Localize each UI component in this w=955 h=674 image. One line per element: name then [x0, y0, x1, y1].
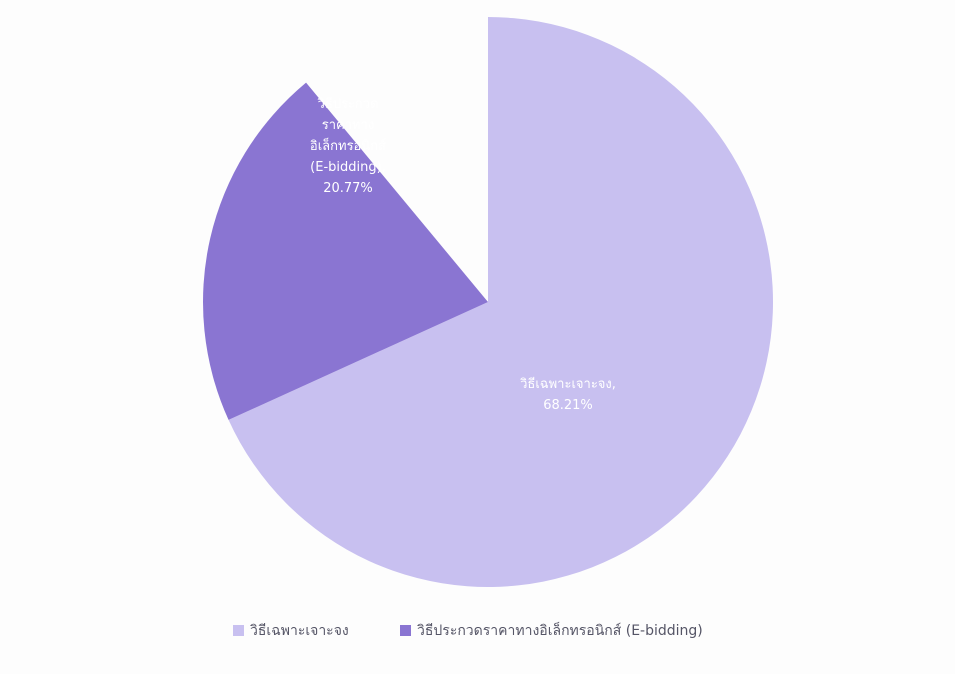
legend-swatch: [400, 625, 411, 636]
slice-label-line: ราคาทาง: [322, 118, 375, 133]
slice-label-line: วิธีประกวด: [317, 96, 379, 112]
slice-label-line: วิธีเฉพาะเจาะจง,: [519, 376, 616, 392]
legend-item-2: วิธีประกวดราคาทางอิเล็กทรอนิกส์ (E-biddi…: [400, 621, 703, 639]
slice-label-line: 68.21%: [543, 398, 593, 413]
legend-item-1: วิธีเฉพาะเจาะจง: [233, 623, 349, 639]
pie-slices: [203, 17, 773, 587]
legend-label: วิธีเฉพาะเจาะจง: [250, 623, 349, 639]
legend-swatch: [233, 625, 244, 636]
slice-label-line: (E-bidding),: [310, 160, 386, 175]
chart-legend: วิธีเฉพาะเจาะจง วิธีประกวดราคาทางอิเล็กทร…: [233, 621, 703, 639]
slice-label-line: 20.77%: [323, 181, 373, 196]
legend-label: วิธีประกวดราคาทางอิเล็กทรอนิกส์ (E-biddi…: [417, 621, 703, 639]
slice-label-line: อิเล็กทรอนิกส์: [310, 136, 386, 154]
